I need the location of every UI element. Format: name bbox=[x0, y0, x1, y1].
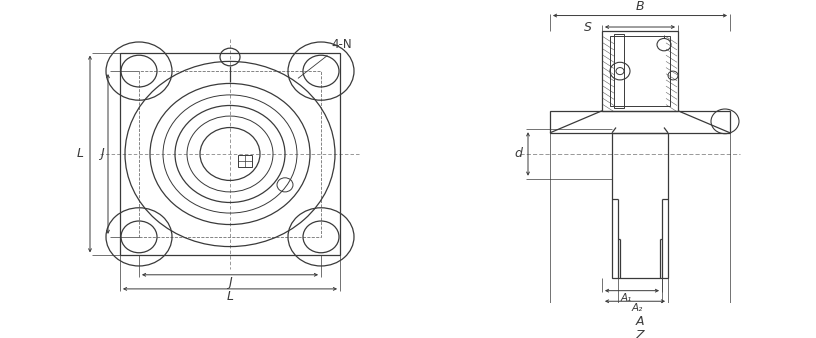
Text: J: J bbox=[228, 276, 232, 289]
Bar bbox=[610, 36, 670, 106]
Text: S: S bbox=[584, 21, 592, 33]
Bar bbox=[550, 111, 730, 133]
Text: B: B bbox=[636, 0, 645, 13]
Bar bbox=[602, 31, 678, 111]
Text: d: d bbox=[514, 147, 522, 161]
Bar bbox=[238, 155, 252, 167]
Text: L: L bbox=[77, 147, 83, 161]
Text: 4-N: 4-N bbox=[298, 38, 352, 78]
Text: L: L bbox=[227, 290, 233, 303]
Text: A₂: A₂ bbox=[632, 303, 643, 313]
Bar bbox=[139, 71, 321, 237]
Bar bbox=[614, 34, 624, 108]
Text: Z: Z bbox=[636, 329, 645, 338]
Text: A: A bbox=[636, 315, 645, 328]
Text: A₁: A₁ bbox=[621, 293, 632, 303]
Bar bbox=[120, 53, 340, 256]
Bar bbox=[612, 133, 668, 278]
Text: J: J bbox=[100, 147, 104, 161]
